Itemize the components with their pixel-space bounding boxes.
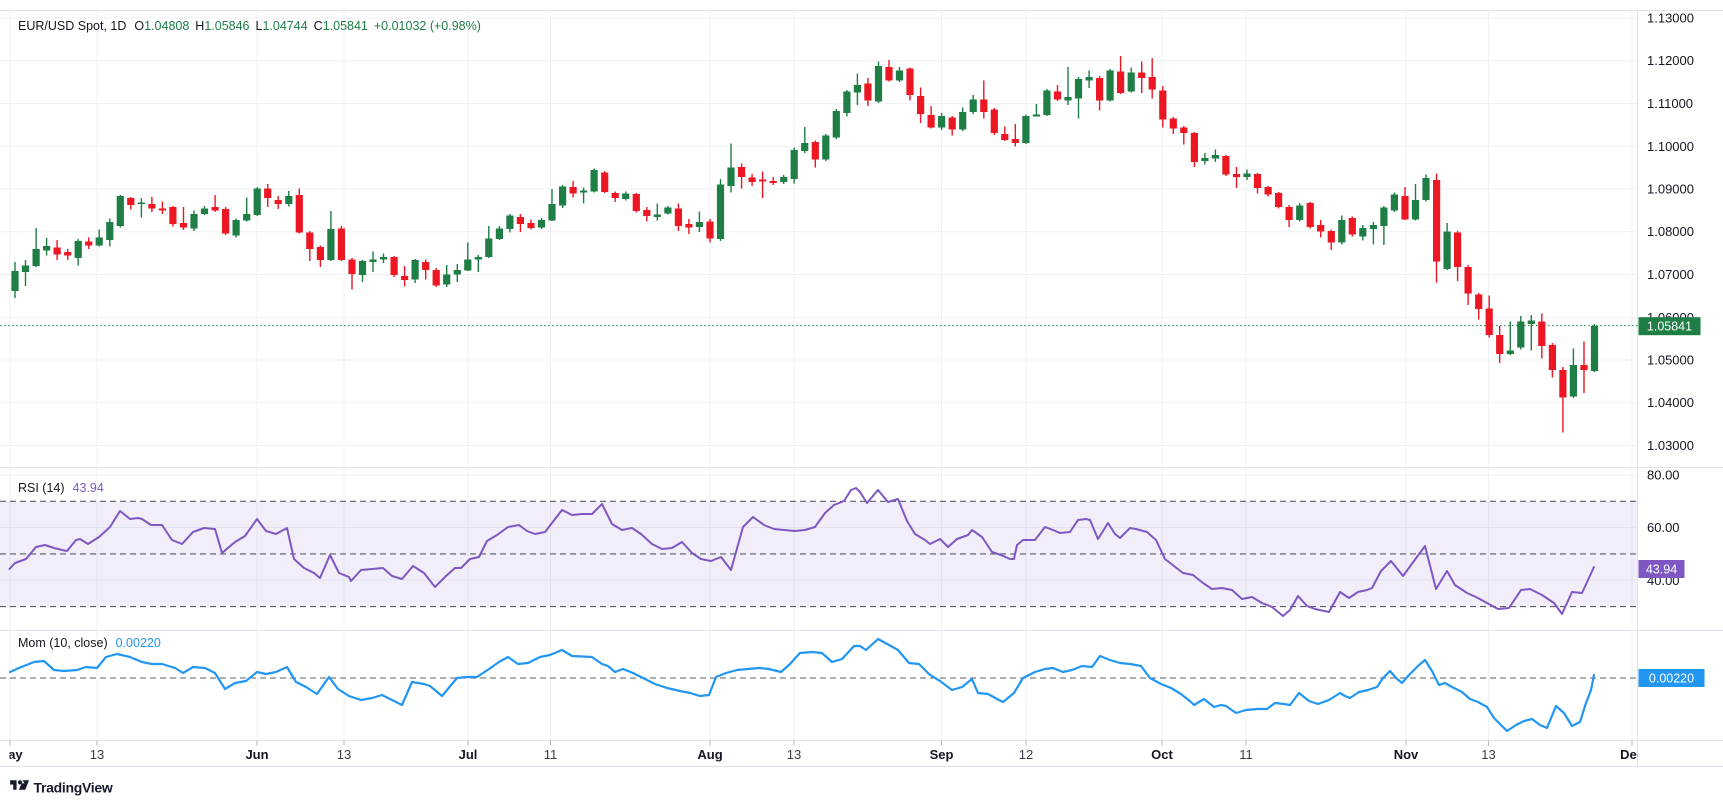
svg-text:11: 11 [544,747,558,762]
svg-text:13: 13 [1481,747,1495,762]
svg-text:0.00220: 0.00220 [1649,672,1694,686]
svg-text:TradingView: TradingView [34,780,113,796]
svg-text:12: 12 [1019,747,1033,762]
svg-text:Mom (10, close)0.00220: Mom (10, close) 0.00220 [18,636,161,650]
svg-text:1.12000: 1.12000 [1647,53,1694,68]
svg-text:43.94: 43.94 [1646,563,1677,577]
svg-text:1.05000: 1.05000 [1647,353,1694,368]
svg-text:13: 13 [787,747,801,762]
svg-text:Jul: Jul [459,747,478,762]
svg-text:RSI (14)43.94: RSI (14) 43.94 [18,481,104,495]
svg-text:Nov: Nov [1394,747,1419,762]
svg-text:Aug: Aug [697,747,722,762]
svg-text:13: 13 [337,747,351,762]
svg-text:1.05841: 1.05841 [1647,320,1692,334]
svg-text:1.08000: 1.08000 [1647,224,1694,239]
svg-text:1.09000: 1.09000 [1647,182,1694,197]
svg-text:Dec: Dec [1620,747,1644,762]
svg-text:1.11000: 1.11000 [1647,96,1693,111]
svg-text:1.10000: 1.10000 [1647,139,1694,154]
svg-text:13: 13 [90,747,104,762]
svg-text:11: 11 [1239,747,1253,762]
svg-text:1.07000: 1.07000 [1647,267,1694,282]
svg-text:1.13000: 1.13000 [1647,11,1694,26]
svg-text:Oct: Oct [1151,747,1173,762]
svg-text:1.04000: 1.04000 [1647,395,1694,410]
svg-text:Jun: Jun [245,747,268,762]
svg-text:80.00: 80.00 [1647,468,1680,483]
svg-text:May: May [0,747,23,762]
svg-text:1.03000: 1.03000 [1647,438,1694,453]
svg-text:60.00: 60.00 [1647,520,1680,535]
svg-text:Sep: Sep [930,747,954,762]
